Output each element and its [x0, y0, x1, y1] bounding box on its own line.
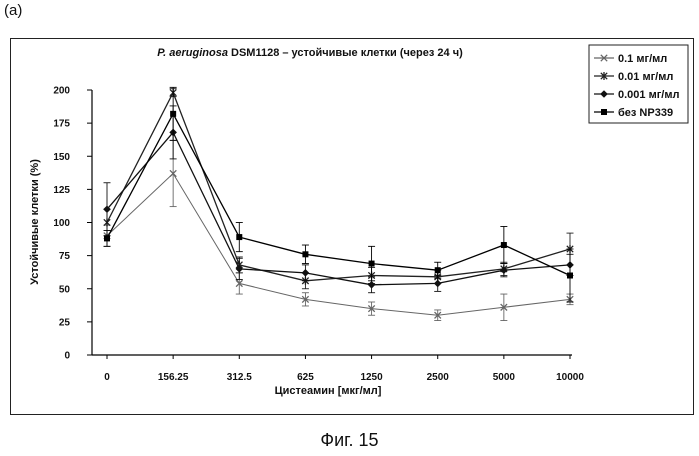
legend-label: без NP339	[618, 107, 673, 119]
chart: P. aeruginosa DSM1128 – устойчивые клетк…	[0, 0, 699, 456]
y-tick-label: 200	[53, 86, 70, 97]
x-ticks: 0 156.25 312.5 625 1250 2500 5000 10000	[104, 355, 584, 383]
x-tick-label: 5000	[493, 372, 516, 383]
y-tick-label: 75	[59, 251, 71, 262]
legend-label: 0.1 мг/мл	[618, 53, 667, 65]
series-1	[104, 140, 574, 320]
data-point	[434, 280, 442, 288]
chart-title: P. aeruginosa DSM1128 – устойчивые клетк…	[157, 47, 463, 59]
data-point	[236, 234, 242, 240]
x-tick-label: 2500	[427, 372, 450, 383]
y-tick-label: 100	[53, 218, 70, 229]
x-tick-label: 1250	[360, 372, 383, 383]
x-tick-label: 0	[104, 372, 110, 383]
data-point	[567, 273, 573, 279]
legend-label: 0.001 мг/мл	[618, 89, 679, 101]
y-tick-label: 25	[59, 317, 71, 328]
y-ticks: 0 25 50 75 100 125 150 175 200	[53, 86, 92, 362]
data-point	[302, 251, 308, 257]
x-axis-title: Цистеамин [мкг/мл]	[275, 385, 382, 397]
data-point	[369, 261, 375, 267]
y-tick-label: 150	[53, 152, 70, 163]
legend: 0.1 мг/мл 0.01 мг/мл 0.001 мг/мл без NP339	[589, 45, 688, 123]
data-point	[235, 265, 243, 273]
data-point	[501, 242, 507, 248]
data-point	[368, 281, 376, 289]
series-layer	[103, 87, 574, 320]
x-tick-label: 156.25	[158, 372, 189, 383]
legend-marker	[601, 109, 607, 115]
chart-title-italic: P. aeruginosa	[157, 47, 228, 59]
data-point	[302, 269, 310, 277]
legend-label: 0.01 мг/мл	[618, 71, 673, 83]
x-tick-label: 10000	[556, 372, 584, 383]
data-point	[170, 111, 176, 117]
series-3	[103, 106, 574, 293]
data-point	[104, 235, 110, 241]
data-point	[435, 267, 441, 273]
y-tick-label: 50	[59, 284, 71, 295]
y-tick-label: 0	[64, 351, 70, 362]
y-axis-title: Устойчивые клетки (%)	[29, 159, 41, 285]
chart-title-rest: DSM1128 – устойчивые клетки (через 24 ч)	[228, 47, 463, 59]
x-tick-label: 312.5	[227, 372, 252, 383]
figure-caption: Фиг. 15	[0, 430, 699, 451]
y-tick-label: 125	[53, 185, 70, 196]
y-tick-label: 175	[53, 119, 70, 130]
x-tick-label: 625	[297, 372, 314, 383]
